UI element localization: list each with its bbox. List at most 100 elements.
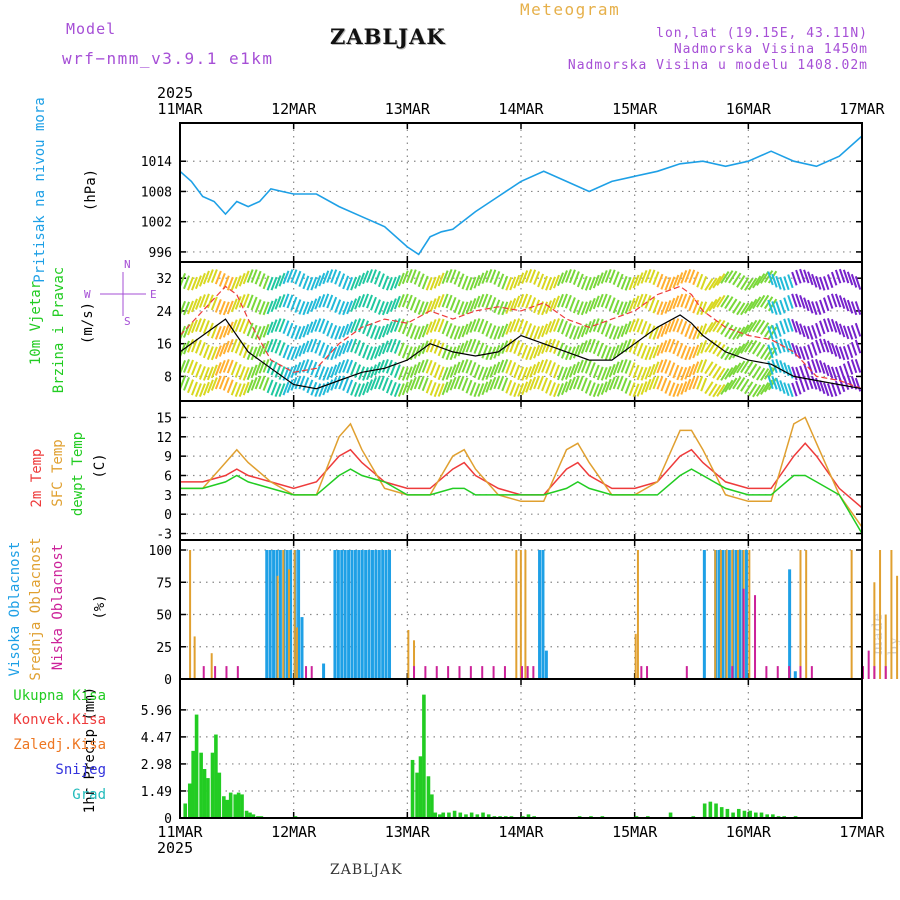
- wind-barb: [557, 383, 564, 397]
- wind-barb: [210, 346, 218, 361]
- wind-barb: [206, 294, 214, 309]
- wind-barb: [509, 362, 517, 376]
- temp-unit-label: (C): [92, 453, 108, 478]
- wind-barb: [437, 383, 445, 397]
- wind-barb: [537, 342, 545, 357]
- wind-barb: [517, 272, 525, 287]
- wind-barb: [576, 342, 584, 357]
- precip-bar: [759, 812, 764, 818]
- wind-barb: [799, 295, 806, 309]
- cloud-high-bar: [278, 550, 282, 679]
- y-tick-label: 0: [164, 812, 172, 827]
- wind-barb: [712, 319, 722, 333]
- wind-barb: [358, 272, 366, 287]
- wind-barb: [465, 379, 473, 394]
- wind-barb: [656, 325, 664, 340]
- wind-barb: [485, 378, 493, 393]
- wind-barb: [660, 323, 668, 338]
- wind-barb: [846, 325, 854, 340]
- wind-barb: [815, 322, 822, 337]
- wind-barb: [334, 375, 342, 390]
- wind-barb: [732, 300, 742, 314]
- wind-barb: [370, 269, 377, 284]
- wind-barb: [533, 271, 541, 285]
- precip-axis-label: 1hr Precip (mm): [82, 687, 98, 813]
- wind-barb: [541, 340, 549, 354]
- wind-barb: [826, 340, 834, 355]
- wind-barb: [644, 346, 652, 361]
- wind-barb: [441, 344, 449, 359]
- wind-barb: [445, 366, 453, 380]
- wind-barb: [187, 359, 194, 374]
- wind-barb: [636, 366, 644, 381]
- wind-barb: [846, 360, 854, 375]
- wind-barb: [326, 294, 334, 309]
- wind-barb: [660, 301, 668, 316]
- cloud-low-bar: [202, 666, 205, 679]
- y-tick-label: 5.96: [141, 704, 172, 719]
- wind-barb: [736, 343, 746, 357]
- wind-barb: [704, 381, 714, 395]
- wind-barb: [409, 269, 417, 284]
- wind-barb: [370, 346, 377, 361]
- wind-barb: [489, 325, 497, 339]
- wind-barb: [716, 320, 726, 333]
- wind-dir-w: W: [84, 288, 91, 301]
- wind-barb: [676, 318, 684, 333]
- wind-barb: [846, 344, 854, 359]
- wind-barb: [191, 381, 198, 396]
- wind-barb: [541, 275, 549, 290]
- wind-barb: [246, 322, 254, 337]
- wind-barb: [724, 296, 734, 310]
- cloud-high-bar: [347, 550, 351, 679]
- wind-barb: [596, 382, 604, 397]
- wind-barb: [433, 383, 441, 398]
- wind-barb: [640, 367, 648, 381]
- wind-barb: [397, 293, 405, 308]
- wind-barb: [704, 278, 714, 291]
- wind-barb: [342, 323, 350, 338]
- wind-barb: [222, 340, 230, 355]
- precip-bar: [731, 812, 735, 818]
- wind-barb: [664, 360, 672, 374]
- wind-barb: [330, 324, 338, 339]
- wind-barb: [596, 342, 604, 357]
- cloud-mid-bar: [515, 550, 518, 679]
- wind-barb: [187, 300, 194, 315]
- wind-barb: [393, 383, 401, 398]
- wind-barb: [286, 294, 294, 309]
- wind-barb: [564, 294, 572, 309]
- wind-barb: [652, 271, 660, 286]
- wind-barb: [250, 269, 258, 283]
- wind-barb: [592, 383, 600, 398]
- wind-barb: [716, 343, 726, 357]
- wind-barb: [572, 361, 580, 376]
- wind-barb: [517, 293, 525, 308]
- wind-barb: [417, 301, 425, 315]
- wind-barb: [198, 383, 206, 398]
- cloud-low-bar: [447, 666, 450, 679]
- wind-barb: [242, 367, 250, 381]
- precip-legend-item: Konvek.Kisa: [13, 712, 106, 728]
- wind-barb: [736, 377, 746, 390]
- y-tick-label: 1.49: [141, 785, 172, 800]
- wind-barb: [537, 325, 545, 340]
- wind-barb: [517, 366, 525, 381]
- wind-barb: [409, 325, 417, 339]
- precip-bar: [248, 812, 252, 818]
- wind-barb: [318, 294, 326, 308]
- wind-barb: [838, 323, 846, 338]
- wind-barb: [198, 294, 206, 308]
- wind-barb: [421, 377, 429, 392]
- wind-barb: [286, 322, 294, 337]
- cloud-low-bar: [413, 666, 416, 679]
- wind-barb: [322, 270, 330, 285]
- wind-barb: [194, 339, 202, 354]
- wind-barb: [202, 344, 210, 359]
- wind-barb: [767, 375, 774, 390]
- cloud-high-bar: [721, 550, 725, 679]
- wind-barb: [330, 269, 338, 284]
- wind-barb: [489, 376, 497, 391]
- wind-barb: [850, 301, 858, 316]
- time-label-bottom: 11MAR: [157, 823, 203, 841]
